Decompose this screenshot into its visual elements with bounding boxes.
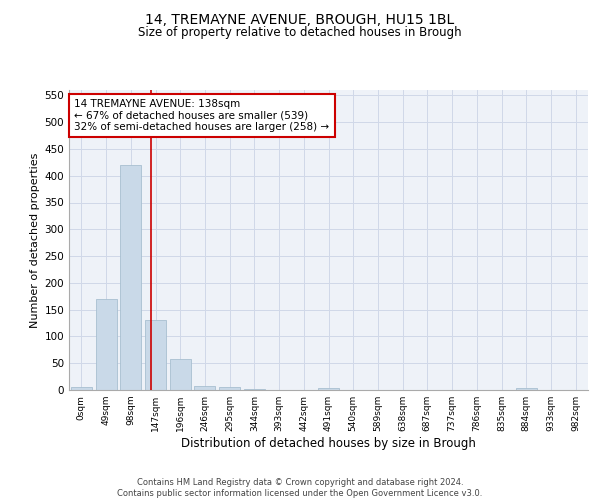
Y-axis label: Number of detached properties: Number of detached properties (30, 152, 40, 328)
Bar (170, 360, 191, 390)
Text: 14, TREMAYNE AVENUE, BROUGH, HU15 1BL: 14, TREMAYNE AVENUE, BROUGH, HU15 1BL (145, 12, 455, 26)
Text: Size of property relative to detached houses in Brough: Size of property relative to detached ho… (138, 26, 462, 39)
Text: Contains HM Land Registry data © Crown copyright and database right 2024.
Contai: Contains HM Land Registry data © Crown c… (118, 478, 482, 498)
Bar (120, 165, 141, 390)
Bar (71, 388, 92, 390)
Bar (318, 388, 339, 390)
Bar (145, 320, 166, 390)
Bar (516, 388, 537, 390)
Bar (95, 299, 116, 390)
X-axis label: Distribution of detached houses by size in Brough: Distribution of detached houses by size … (181, 437, 476, 450)
Text: 14 TREMAYNE AVENUE: 138sqm
← 67% of detached houses are smaller (539)
32% of sem: 14 TREMAYNE AVENUE: 138sqm ← 67% of deta… (74, 99, 329, 132)
Bar (244, 389, 265, 390)
Bar (219, 388, 240, 390)
Bar (194, 386, 215, 390)
